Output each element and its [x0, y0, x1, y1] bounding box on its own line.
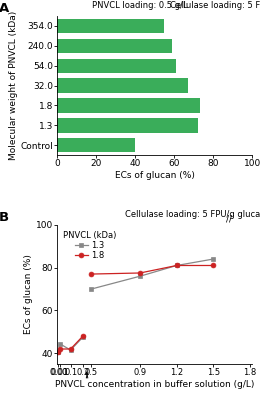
Bar	[57, 39, 172, 53]
Text: PNVCL loading: 0.5 g/L: PNVCL loading: 0.5 g/L	[92, 2, 188, 10]
Bar	[57, 78, 188, 93]
Bar	[57, 138, 135, 152]
1.8	[58, 347, 61, 352]
Legend: 1.3, 1.8: 1.3, 1.8	[61, 229, 118, 262]
Bar	[57, 19, 164, 33]
X-axis label: ECs of glucan (%): ECs of glucan (%)	[115, 171, 195, 180]
1.8	[57, 350, 60, 355]
Text: A: A	[0, 2, 9, 15]
Y-axis label: Molecular weight of PNVCL (kDa): Molecular weight of PNVCL (kDa)	[9, 11, 17, 160]
Y-axis label: ECs of glucan (%): ECs of glucan (%)	[24, 254, 33, 334]
1.3	[58, 341, 61, 346]
1.3	[81, 335, 84, 340]
Text: Cellulase loading: 5 FPU/g glucan: Cellulase loading: 5 FPU/g glucan	[170, 2, 260, 10]
1.8	[81, 334, 84, 338]
Bar	[57, 118, 198, 132]
1.8	[69, 347, 72, 352]
Bar	[57, 98, 200, 113]
Text: //: //	[226, 214, 232, 224]
X-axis label: PNVCL concentration in buffer solution (g/L): PNVCL concentration in buffer solution (…	[55, 380, 254, 389]
1.3	[57, 350, 60, 355]
Line: 1.8: 1.8	[56, 334, 85, 355]
Bar	[57, 58, 176, 73]
Text: B: B	[0, 211, 9, 224]
Text: Cellulase loading: 5 FPU/g glucan: Cellulase loading: 5 FPU/g glucan	[126, 210, 260, 219]
1.3	[69, 348, 72, 352]
Line: 1.3: 1.3	[56, 335, 85, 355]
